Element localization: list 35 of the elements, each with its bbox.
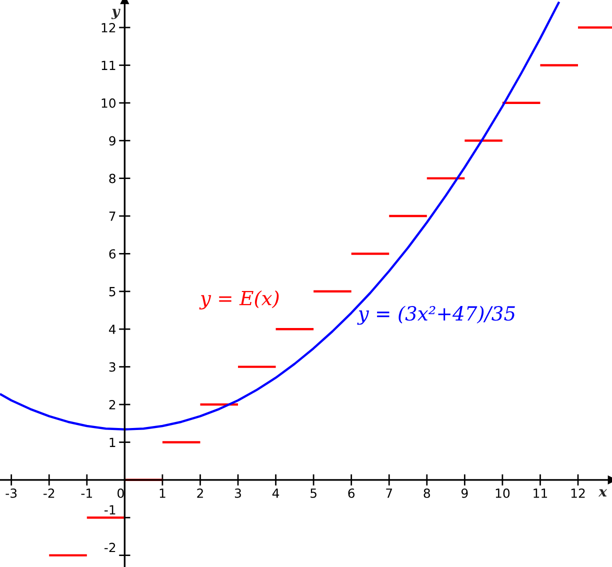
x-tick-label: 7 <box>386 488 392 498</box>
y-tick-label: 8 <box>109 174 116 184</box>
y-tick-label: 3 <box>109 362 116 372</box>
y-axis-title: y <box>111 8 120 20</box>
y-tick-label: 12 <box>102 22 116 32</box>
y-tick-label: -1 <box>104 505 116 514</box>
text: y = E(x) <box>199 290 279 310</box>
x-tick-label: -1 <box>81 488 92 498</box>
x-tick-label: 3 <box>234 488 241 498</box>
x-tick-label: 5 <box>310 488 316 498</box>
x-tick-label: -3 <box>6 488 17 498</box>
x-tick-label: 6 <box>348 488 355 498</box>
y-tick-label: 2 <box>109 400 116 410</box>
y-tick-label: 10 <box>102 98 116 108</box>
series-label: y = (3x²+47)/35 <box>357 306 515 325</box>
line-series <box>0 0 560 431</box>
x-tick-label: 1 <box>160 488 166 498</box>
x-tick-label: 4 <box>272 488 280 498</box>
x-tick-label: 10 <box>496 488 510 498</box>
x-tick-label: -2 <box>43 488 54 498</box>
x-tick-label: 8 <box>424 488 430 498</box>
y-tick-label: 4 <box>108 324 116 334</box>
y-tick-label: 11 <box>102 60 116 70</box>
y-tick-label: 9 <box>109 136 116 146</box>
y-tick-label: -2 <box>104 542 116 552</box>
x-tick-label: 12 <box>571 488 585 498</box>
x-tick-label: 9 <box>461 488 468 498</box>
x-tick-label: 0 <box>118 488 124 498</box>
x-tick-label: 11 <box>534 488 548 498</box>
y-tick-label: 7 <box>109 212 116 221</box>
x-tick-label: 2 <box>197 488 203 498</box>
x-axis-title: x <box>598 489 608 496</box>
y-tick-label: 6 <box>109 249 116 259</box>
y-tick-label: 1 <box>110 438 116 447</box>
y-tick-label: 5 <box>109 287 116 296</box>
